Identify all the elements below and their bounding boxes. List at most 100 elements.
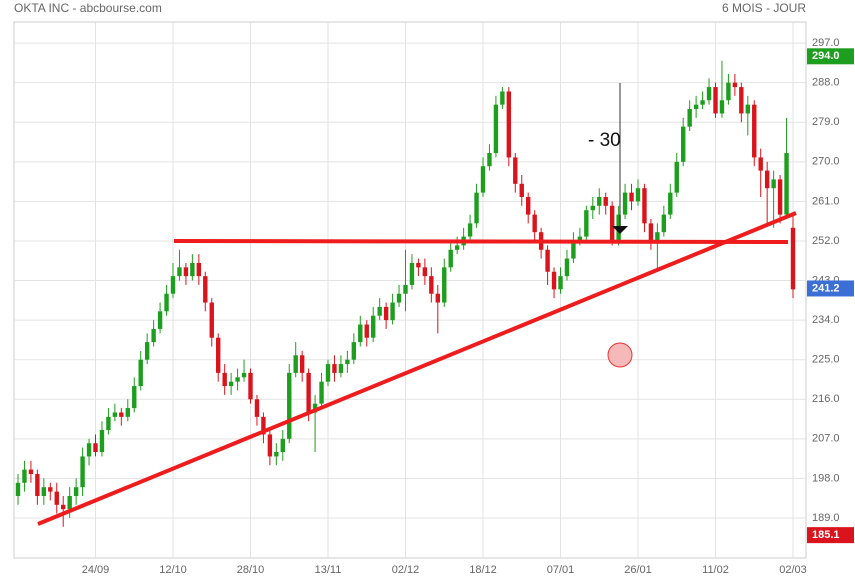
price-marker	[807, 48, 854, 65]
candle-body	[190, 262, 195, 277]
candle-body	[396, 293, 402, 303]
candle-body	[693, 104, 699, 110]
candle-body	[254, 399, 260, 417]
candle-body	[377, 306, 382, 316]
chart-subtitle: 6 MOIS - JOUR	[722, 1, 806, 15]
candle-body	[312, 403, 318, 413]
marks: 189.0198.0207.0216.0225.0234.0243.0252.0…	[14, 22, 854, 576]
candle-body	[332, 364, 337, 373]
candle-body	[183, 267, 189, 277]
candle-body	[274, 452, 279, 457]
candle-body	[67, 496, 72, 510]
candle-body	[597, 197, 602, 206]
y-tick-label: 216.0	[812, 393, 840, 405]
candle-body	[513, 157, 518, 184]
x-tick-label: 24/09	[82, 564, 110, 576]
candle-body	[48, 487, 53, 492]
candle-body	[86, 443, 92, 457]
candle-body	[203, 276, 208, 303]
candle-body	[655, 232, 660, 241]
y-tick-label: 189.0	[812, 512, 840, 524]
candle-body	[280, 438, 285, 453]
candle-body	[306, 372, 311, 413]
candle-body	[545, 249, 550, 272]
candle-body	[687, 109, 692, 127]
candle-body	[571, 240, 576, 259]
candle-body	[442, 267, 447, 303]
candle-body	[28, 469, 34, 475]
candle-body	[73, 487, 79, 497]
candle-body	[713, 87, 718, 114]
candle-body	[526, 197, 531, 215]
candle-body	[454, 245, 460, 250]
candle-body	[338, 364, 344, 373]
circle-marker	[607, 342, 633, 368]
candle-body	[125, 408, 130, 417]
candle-body	[248, 372, 253, 400]
candle-body	[119, 412, 124, 417]
candle-body	[564, 258, 570, 277]
candle-body	[409, 262, 415, 285]
candle-body	[551, 271, 557, 290]
y-tick-label: 261.0	[812, 195, 840, 207]
candle-body	[138, 359, 143, 387]
candle-body	[629, 192, 634, 202]
y-tick-label: 297.0	[812, 37, 840, 49]
candle-body	[35, 474, 40, 497]
candle-body	[22, 469, 27, 483]
candle-body	[41, 487, 47, 497]
candle-body	[474, 192, 479, 224]
candle-body	[642, 188, 647, 224]
candle-body	[590, 205, 595, 211]
x-tick-label: 12/10	[159, 564, 187, 576]
candle-body	[706, 87, 712, 101]
x-tick-label: 18/12	[469, 564, 497, 576]
price-marker-label: 241.2	[812, 282, 840, 294]
candle-body	[144, 342, 150, 360]
candle-body	[132, 386, 137, 409]
candle-body	[157, 311, 163, 329]
candle-body	[228, 381, 234, 387]
x-tick-label: 13/11	[315, 564, 342, 576]
candle-body	[15, 482, 21, 497]
candle-body	[584, 210, 589, 237]
trend-line	[37, 211, 797, 526]
candle-body	[364, 324, 369, 338]
y-tick-label: 288.0	[812, 77, 840, 89]
candle-body	[209, 302, 214, 338]
price-marker	[807, 527, 854, 544]
candle-body	[429, 276, 434, 294]
candle-body	[668, 192, 673, 215]
x-tick-label: 28/10	[237, 564, 265, 576]
candle-body	[287, 372, 292, 439]
candle-body	[383, 306, 389, 321]
candle-body	[739, 87, 744, 114]
candle-body	[293, 355, 298, 373]
candle-body	[222, 372, 227, 387]
candle-body	[299, 355, 305, 373]
x-tick-label: 02/03	[779, 564, 807, 576]
candle-body	[603, 197, 608, 206]
candle-body	[681, 126, 686, 162]
candle-body	[467, 223, 473, 237]
candle-body	[435, 293, 440, 303]
candle-body	[112, 412, 118, 417]
candle-body	[416, 262, 421, 268]
candle-body	[784, 153, 789, 215]
price-marker-label: 185.1	[812, 529, 840, 541]
candle-body	[635, 188, 641, 202]
y-tick-label: 234.0	[812, 314, 840, 326]
plot-frame	[13, 21, 807, 559]
candle-body	[93, 443, 98, 453]
candle-body	[661, 214, 667, 233]
candle-body	[648, 223, 654, 241]
candle-body	[732, 82, 738, 88]
candle-body	[771, 179, 776, 189]
candle-body	[151, 328, 156, 343]
candle-body	[487, 153, 492, 167]
candle-body	[700, 100, 705, 105]
candle-body	[719, 100, 725, 114]
candle-body	[609, 205, 615, 241]
candle-body	[177, 267, 182, 277]
candle-body	[577, 236, 583, 241]
